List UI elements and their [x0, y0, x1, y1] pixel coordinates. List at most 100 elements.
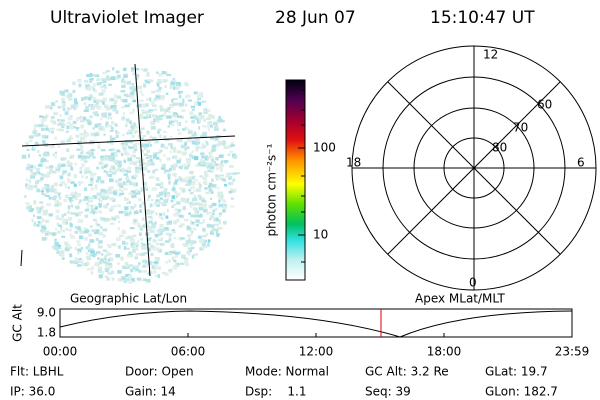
speckle — [211, 178, 214, 182]
speckle — [98, 232, 103, 235]
speckle — [120, 258, 124, 261]
speckle — [198, 101, 202, 106]
speckle — [197, 162, 201, 166]
speckle — [206, 233, 209, 236]
speckle — [193, 240, 197, 244]
speckle — [61, 105, 64, 109]
speckle — [59, 246, 62, 250]
speckle — [154, 221, 157, 225]
speckle — [29, 168, 33, 173]
speckle — [186, 146, 190, 150]
speckle — [95, 251, 101, 254]
speckle — [180, 144, 186, 149]
speckle — [109, 252, 113, 256]
speckle — [147, 155, 153, 159]
speckle — [43, 118, 47, 121]
speckle — [166, 208, 169, 213]
speckle — [159, 226, 162, 230]
speckle — [164, 252, 169, 256]
speckle — [105, 124, 108, 128]
speckle — [121, 77, 125, 81]
speckle — [115, 181, 118, 184]
speckle — [74, 162, 77, 166]
speckle — [54, 136, 58, 140]
speckle — [184, 81, 188, 86]
speckle — [115, 179, 120, 183]
speckle — [75, 105, 79, 108]
speckle — [141, 137, 144, 141]
speckle — [76, 251, 80, 255]
speckle — [54, 200, 60, 203]
speckle — [216, 174, 221, 179]
speckle — [157, 200, 161, 204]
speckle — [37, 132, 41, 137]
speckle — [205, 191, 211, 195]
speckle — [156, 81, 160, 85]
speckle — [176, 219, 179, 223]
speckle — [88, 200, 93, 203]
speckle — [33, 165, 37, 169]
speckle — [87, 88, 92, 91]
speckle — [122, 133, 125, 137]
speckle — [61, 126, 65, 129]
speckle — [40, 159, 45, 163]
speckle — [124, 261, 129, 265]
speckle — [135, 68, 140, 71]
speckle — [145, 163, 151, 166]
speckle — [84, 169, 88, 174]
speckle — [159, 224, 164, 228]
speckle — [41, 218, 45, 223]
speckle — [78, 257, 82, 260]
speckle — [116, 95, 121, 99]
speckle — [140, 252, 146, 256]
speckle — [111, 217, 114, 221]
speckle — [102, 228, 108, 232]
speckle — [166, 73, 172, 77]
speckle — [40, 229, 45, 232]
speckle — [28, 209, 33, 213]
speckle — [99, 127, 104, 131]
speckle — [139, 209, 142, 214]
title: Ultraviolet Imager — [50, 8, 204, 28]
speckle — [152, 224, 156, 227]
speckle — [173, 181, 178, 185]
speckle — [207, 124, 210, 129]
speckle — [184, 260, 189, 264]
speckle — [63, 213, 67, 216]
speckle — [92, 156, 96, 159]
speckle — [80, 118, 83, 121]
speckle — [128, 254, 134, 258]
speckle — [151, 90, 156, 94]
speckle — [148, 220, 153, 224]
speckle — [195, 116, 199, 120]
speckle — [112, 67, 115, 71]
speckle — [159, 158, 162, 163]
speckle — [150, 120, 154, 125]
speckle — [209, 217, 212, 221]
speckle — [135, 76, 139, 81]
speckle — [149, 144, 152, 147]
speckle — [74, 230, 78, 234]
speckle — [102, 249, 107, 252]
speckle — [187, 234, 191, 238]
speckle — [42, 227, 47, 230]
speckle — [132, 99, 137, 103]
speckle — [41, 236, 46, 241]
speckle — [214, 163, 219, 166]
speckle — [150, 252, 154, 257]
speckle — [73, 174, 78, 179]
speckle — [148, 261, 153, 265]
speckle — [210, 156, 215, 160]
speckle — [72, 81, 76, 86]
speckle — [129, 238, 132, 242]
speckle — [156, 229, 161, 233]
speckle — [186, 139, 192, 143]
speckle — [86, 256, 89, 261]
speckle — [128, 103, 132, 106]
speckle — [33, 124, 37, 127]
speckle — [64, 111, 69, 116]
speckle — [152, 104, 157, 108]
speckle — [179, 165, 183, 170]
speckle — [197, 235, 202, 239]
speckle — [177, 115, 183, 119]
